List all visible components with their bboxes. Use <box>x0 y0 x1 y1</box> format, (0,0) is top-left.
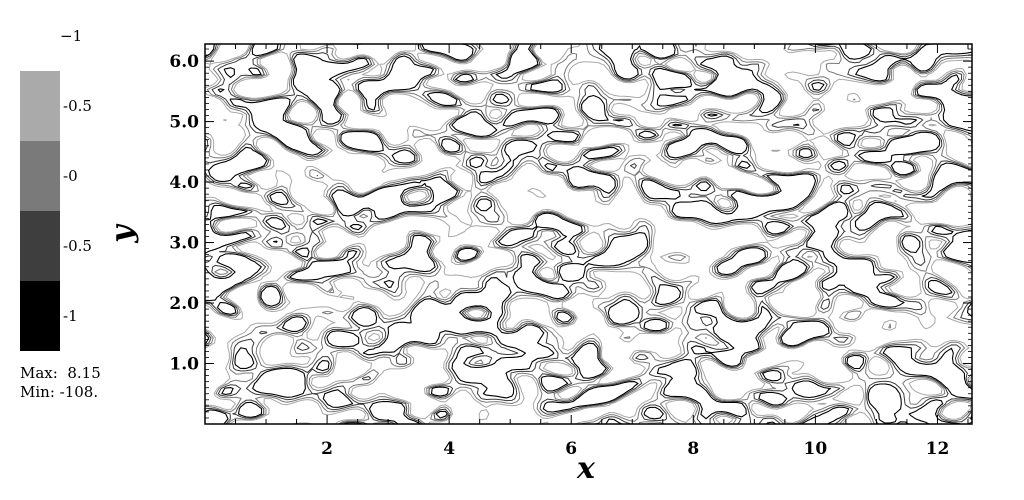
y-tick-label: 1.0 <box>169 355 199 375</box>
colorbar-label-top: −1 <box>60 27 82 45</box>
contour-level-line <box>204 43 973 425</box>
colorbar-label-2: -0 <box>63 167 78 185</box>
colorbar: −1 -0.5 -0 -0.5 -1 <box>20 27 92 351</box>
y-tick-label: 5.0 <box>169 113 199 133</box>
colorbar-label-1: -0.5 <box>63 97 92 115</box>
colorbar-band-4 <box>20 281 60 351</box>
y-tick-label: 2.0 <box>169 294 199 314</box>
stat-max-value: 8.15 <box>67 364 101 382</box>
plot-frame <box>204 43 973 425</box>
contour-level-line <box>204 43 973 425</box>
contour-level-line <box>204 43 973 425</box>
x-tick-label: 2 <box>321 439 333 459</box>
colorbar-label-3: -0.5 <box>63 237 92 255</box>
x-tick-label: 6 <box>565 439 577 459</box>
stat-min: Min: -108. <box>20 383 98 402</box>
stat-min-label: Min: <box>20 383 55 401</box>
x-tick-label: 8 <box>687 439 699 459</box>
x-tick-label: 12 <box>926 439 950 459</box>
y-tick-label: 3.0 <box>169 234 199 254</box>
colorbar-band-2 <box>20 141 60 211</box>
x-axis-title: x <box>576 451 596 486</box>
axis-ticks: 2 4 6 8 10 12 1.0 2.0 3.0 4.0 5.0 6.0 <box>169 44 972 459</box>
plot-area: 2 4 6 8 10 12 1.0 2.0 3.0 4.0 5.0 6.0 <box>169 43 973 459</box>
x-tick-label: 4 <box>443 439 455 459</box>
y-tick-label: 6.0 <box>169 52 199 72</box>
y-axis-title: y <box>105 223 140 244</box>
colorbar-band-1 <box>20 71 60 141</box>
stat-max: Max: 8.15 <box>20 364 101 383</box>
stat-max-label: Max: <box>20 364 58 382</box>
y-tick-label: 4.0 <box>169 173 199 193</box>
stat-min-value: -108. <box>59 383 99 401</box>
colorbar-band-3 <box>20 211 60 281</box>
x-tick-label: 10 <box>804 439 828 459</box>
colorbar-label-4: -1 <box>63 307 78 325</box>
contour-lines <box>204 43 973 425</box>
